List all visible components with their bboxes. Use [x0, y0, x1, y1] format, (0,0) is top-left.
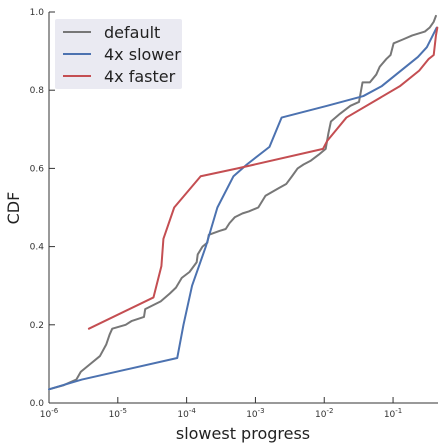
x-tick-exponent: -3: [258, 407, 265, 415]
x-tick-exponent: -4: [189, 407, 197, 415]
x-tick-base: 10: [177, 410, 189, 420]
y-ticks: 0.0 0.2 0.4 0.6 0.8 1.0: [30, 8, 55, 409]
x-tick-exponent: -5: [120, 407, 127, 415]
series-layer: [48, 14, 439, 391]
legend: default 4x slower 4x faster: [55, 19, 182, 89]
x-tick-base: 10: [384, 410, 396, 420]
x-tick-base: 10: [315, 410, 327, 420]
x-tick-label: 10-5: [109, 407, 127, 420]
y-tick-label: 0.4: [30, 243, 45, 253]
y-tick-label: 0.8: [30, 86, 45, 96]
legend-label-default: default: [104, 23, 160, 42]
legend-label-4x-faster: 4x faster: [104, 67, 176, 86]
x-tick-label: 10-3: [246, 407, 264, 420]
x-tick-label: 10-1: [384, 407, 402, 420]
series-line-4x-slower: [48, 26, 438, 391]
series-line-default: [48, 14, 437, 391]
x-tick-exponent: -6: [51, 407, 59, 415]
x-tick-exponent: -2: [326, 407, 333, 415]
x-axis-label: slowest progress: [176, 424, 310, 443]
x-ticks: 10-6 10-5 10-4 10-3 10-2 10-1: [40, 397, 402, 420]
x-tick-exponent: -1: [395, 407, 402, 415]
x-tick-label: 10-4: [177, 407, 196, 420]
y-tick-label: 0.6: [30, 164, 45, 174]
y-tick-label: 0.2: [30, 321, 44, 331]
y-tick-label: 0.0: [30, 399, 45, 409]
x-tick-base: 10: [109, 410, 121, 420]
y-axis-label: CDF: [4, 192, 23, 225]
series-line-4x-faster: [87, 26, 439, 330]
axes: [48, 12, 438, 404]
legend-box: [55, 19, 182, 89]
x-tick-base: 10: [40, 410, 52, 420]
x-tick-base: 10: [246, 410, 258, 420]
y-tick-label: 1.0: [30, 8, 45, 18]
x-tick-label: 10-6: [40, 407, 59, 420]
legend-label-4x-slower: 4x slower: [104, 45, 181, 64]
x-tick-label: 10-2: [315, 407, 333, 420]
